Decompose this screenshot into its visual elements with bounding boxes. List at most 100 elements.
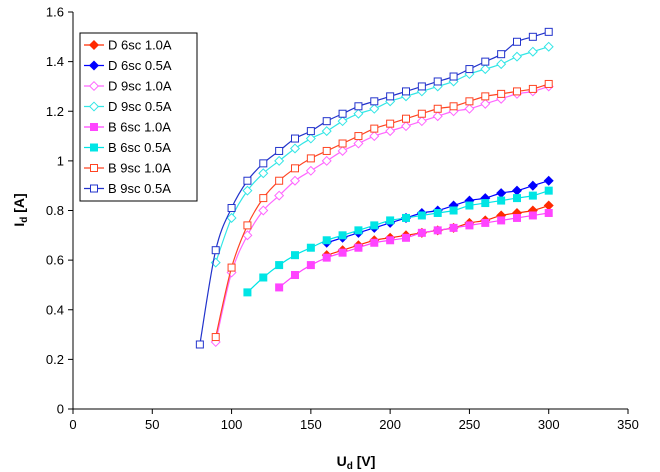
data-point — [481, 57, 490, 66]
data-point — [416, 116, 427, 127]
legend-marker — [88, 60, 100, 71]
data-point — [465, 97, 474, 106]
data-point — [353, 108, 364, 119]
series-5 — [275, 208, 553, 292]
data-point — [513, 87, 521, 96]
data-point — [480, 98, 491, 109]
data-point — [433, 77, 442, 86]
legend-label: B 6sc 1.0A — [108, 120, 171, 135]
data-point — [370, 97, 379, 106]
legend-label: B 9sc 0.5A — [108, 181, 171, 196]
legend-entry: B 6sc 1.0A — [84, 120, 171, 135]
series-7 — [211, 79, 553, 342]
data-point — [259, 194, 268, 203]
x-tick-label: 300 — [538, 417, 560, 432]
data-point — [243, 288, 252, 297]
data-point — [464, 103, 475, 114]
data-point — [370, 238, 379, 247]
data-point — [513, 194, 521, 203]
data-point — [243, 221, 252, 230]
data-point — [402, 233, 410, 242]
data-point — [338, 139, 347, 148]
legend-label: D 9sc 0.5A — [108, 99, 172, 114]
data-point — [258, 168, 269, 179]
axes: 0 50 100 150 200 250 300 350 0 0.2 0.4 0.6 0.8 1 1.2 1.… — [46, 5, 639, 433]
data-point — [274, 155, 285, 166]
data-point — [306, 127, 315, 136]
data-point — [291, 251, 299, 260]
data-point — [449, 206, 458, 215]
legend-entry: D 9sc 0.5A — [84, 99, 172, 114]
data-point — [385, 126, 396, 137]
data-point — [528, 211, 537, 220]
data-point — [338, 248, 347, 257]
data-point — [227, 204, 236, 213]
series-line — [215, 46, 549, 263]
data-point — [511, 51, 523, 62]
data-point — [370, 124, 379, 133]
data-point — [321, 126, 332, 137]
data-point — [338, 231, 347, 240]
data-point — [497, 216, 506, 225]
x-tick-label: 350 — [617, 417, 639, 432]
data-point — [528, 191, 537, 200]
data-point — [433, 104, 442, 113]
data-point — [306, 243, 315, 252]
legend-entry: D 6sc 1.0A — [84, 38, 172, 53]
legend-entry: D 6sc 0.5A — [84, 58, 172, 73]
data-point — [481, 218, 490, 227]
data-point — [195, 340, 204, 349]
data-point — [291, 134, 299, 143]
y-tick-label: 0.2 — [46, 352, 64, 367]
y-tick-label: 0.4 — [46, 302, 64, 317]
y-tick-label: 1.6 — [46, 5, 64, 20]
data-point — [275, 283, 284, 292]
data-point — [402, 87, 410, 96]
data-point — [354, 102, 363, 111]
legend-entry: B 9sc 1.0A — [84, 161, 171, 176]
data-point — [386, 236, 395, 245]
data-point — [449, 102, 458, 111]
legend-marker — [88, 101, 100, 112]
data-point — [291, 271, 299, 280]
data-point — [321, 155, 332, 166]
data-point — [433, 208, 442, 217]
x-tick-label: 0 — [69, 417, 76, 432]
data-point — [305, 133, 316, 144]
legend-label: B 9sc 1.0A — [108, 161, 171, 176]
x-tick-label: 50 — [145, 417, 159, 432]
data-point — [544, 186, 553, 195]
data-point — [275, 176, 284, 185]
data-point — [369, 131, 380, 142]
legend: D 6sc 1.0A D 6sc 0.5A D 9sc 1.0A D 9sc 0.5A… — [79, 32, 198, 202]
data-point — [544, 208, 553, 217]
data-point — [259, 159, 268, 168]
data-point — [289, 175, 301, 186]
legend-entry: B 6sc 0.5A — [84, 140, 171, 155]
data-point — [354, 226, 363, 235]
data-point — [402, 213, 410, 222]
data-point — [402, 114, 410, 123]
legend-marker — [88, 80, 100, 92]
data-point — [386, 119, 395, 128]
legend-label: D 6sc 0.5A — [108, 58, 172, 73]
data-point — [322, 117, 331, 126]
data-point — [211, 333, 220, 342]
data-point — [417, 211, 426, 220]
data-point — [497, 50, 506, 59]
data-point — [211, 246, 220, 255]
series-4 — [210, 41, 554, 268]
data-point — [449, 72, 458, 81]
y-tick-label: 0.8 — [46, 203, 64, 218]
data-point — [513, 37, 521, 46]
legend-label: D 6sc 1.0A — [108, 38, 172, 53]
series-8 — [195, 27, 553, 349]
legend-label: B 6sc 0.5A — [108, 140, 171, 155]
data-point — [306, 154, 315, 163]
data-point — [242, 185, 253, 196]
data-point — [369, 103, 380, 114]
data-point — [275, 146, 284, 155]
data-point — [338, 109, 347, 118]
data-point — [527, 180, 538, 191]
